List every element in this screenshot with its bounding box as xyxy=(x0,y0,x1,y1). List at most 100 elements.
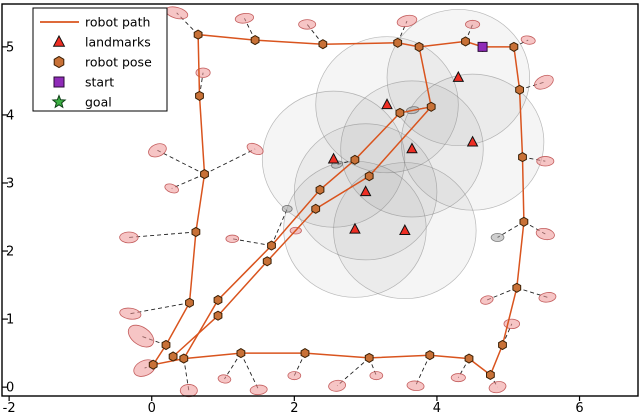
x-tick-label: 2 xyxy=(290,401,298,416)
landmark-marker xyxy=(359,185,372,197)
legend-item-start: start xyxy=(53,75,114,90)
robot-pose-marker xyxy=(498,339,507,351)
landmark-marker xyxy=(406,142,418,154)
uncertainty-ellipse xyxy=(328,379,347,392)
correspondence-line xyxy=(128,231,196,238)
uncertainty-ellipse xyxy=(406,380,425,392)
robot-path-line xyxy=(172,106,432,358)
y-tick-label: 2 xyxy=(6,245,14,260)
robot-pose-marker xyxy=(168,351,178,362)
robot-pose-marker xyxy=(161,339,171,351)
uncertainty-ellipse xyxy=(465,19,481,29)
y-tick-label: 0 xyxy=(6,381,14,396)
plot-frame xyxy=(1,3,639,397)
legend-item-label: landmarks xyxy=(85,35,151,50)
x-tick-label: -2 xyxy=(3,401,16,416)
uncertainty-ellipse xyxy=(369,371,384,381)
correspondence-line xyxy=(486,287,517,301)
robot-pose-marker xyxy=(200,169,209,180)
robot-pose-marker xyxy=(464,353,474,364)
robot-pose-marker xyxy=(426,101,436,112)
robot-pose-marker xyxy=(195,90,204,101)
y-tick-label: 4 xyxy=(6,108,14,123)
correspondence-line xyxy=(497,221,525,238)
uncertainty-ellipses xyxy=(119,6,557,398)
robot-pose-marker xyxy=(461,36,470,47)
landmark-marker xyxy=(349,222,361,234)
robot-pose-marker xyxy=(300,348,310,359)
uncertainty-ellipse xyxy=(396,14,418,28)
uncertainty-ellipse xyxy=(119,307,142,320)
robot-pose-marker xyxy=(486,369,495,380)
uncertainty-ellipse xyxy=(246,142,264,155)
robot-pose-markers xyxy=(148,29,529,380)
robot-pose-marker xyxy=(311,203,321,214)
robot-pose-marker xyxy=(236,348,246,359)
robot-pose-marker xyxy=(267,240,276,251)
legend-item-label: goal xyxy=(85,95,112,110)
legend-item-goal: goal xyxy=(51,94,112,110)
robot-pose-marker xyxy=(395,107,405,118)
uncertainty-ellipse xyxy=(450,373,466,383)
legend-robot-pose-icon xyxy=(53,55,65,69)
robot-pose-marker xyxy=(179,353,189,364)
robot-pose-marker xyxy=(515,84,524,95)
robot-pose-marker xyxy=(191,226,201,238)
uncertainty-ellipse xyxy=(217,374,232,384)
robot-pose-marker xyxy=(509,41,519,52)
x-tick-label: 0 xyxy=(148,401,156,416)
correspondence-line xyxy=(415,354,431,386)
robot-pose-marker xyxy=(213,310,223,321)
legend-landmark-icon xyxy=(52,34,66,47)
correspondence-line xyxy=(204,148,256,175)
correspondence-line xyxy=(171,173,205,189)
robot-pose-marker xyxy=(185,297,194,308)
uncertainty-ellipse xyxy=(148,143,167,158)
robot-pose-marker xyxy=(425,350,435,361)
legend: robot path landmarks robot pose start goal xyxy=(32,7,168,112)
robot-pose-marker xyxy=(393,37,403,48)
uncertainty-ellipse xyxy=(536,156,555,167)
legend-item-robot-pose: robot pose xyxy=(53,55,152,70)
x-tick-label: 4 xyxy=(433,401,441,416)
uncertainty-ellipse xyxy=(281,205,293,213)
uncertainty-ellipse xyxy=(534,74,554,90)
legend-goal-icon xyxy=(51,94,67,109)
uncertainty-ellipse xyxy=(195,67,211,78)
robot-pose-marker xyxy=(364,352,374,363)
robot-pose-marker xyxy=(519,216,529,227)
uncertainty-ellipse xyxy=(225,234,240,243)
uncertainty-ellipse xyxy=(520,35,536,45)
robot-pose-marker xyxy=(148,359,158,370)
robot-path-line xyxy=(418,46,432,107)
uncertainty-ellipse xyxy=(234,13,255,24)
correspondence-line xyxy=(176,12,199,35)
uncertainty-ellipse xyxy=(480,295,494,305)
uncertainty-ellipse xyxy=(127,324,155,348)
legend-start-icon xyxy=(53,76,65,88)
robot-pose-marker xyxy=(213,294,223,306)
correspondence-line xyxy=(516,287,548,298)
correspondence-line xyxy=(224,352,242,380)
x-tick-label: 6 xyxy=(575,401,583,416)
landmark-markers xyxy=(327,70,479,235)
uncertainty-ellipse xyxy=(119,231,139,244)
uncertainty-ellipse xyxy=(164,183,179,194)
axis-ticks: -2 0 2 4 6 0 1 2 3 4 5 xyxy=(2,40,584,416)
landmark-marker xyxy=(466,135,479,147)
uncertainty-ellipse xyxy=(488,381,507,394)
y-tick-label: 5 xyxy=(6,40,14,55)
robot-pose-marker xyxy=(315,184,325,195)
robot-pose-marker xyxy=(318,39,328,50)
robot-pose-marker xyxy=(364,171,374,182)
landmark-marker xyxy=(327,152,340,164)
uncertainty-ellipse xyxy=(490,232,505,242)
legend-item-label: start xyxy=(85,75,114,90)
legend-item-label: robot pose xyxy=(85,55,152,70)
legend-item-robot-path: robot path xyxy=(40,15,150,30)
uncertainty-ellipse xyxy=(298,19,317,30)
uncertainty-ellipse xyxy=(287,371,302,381)
y-tick-label: 3 xyxy=(6,176,14,191)
